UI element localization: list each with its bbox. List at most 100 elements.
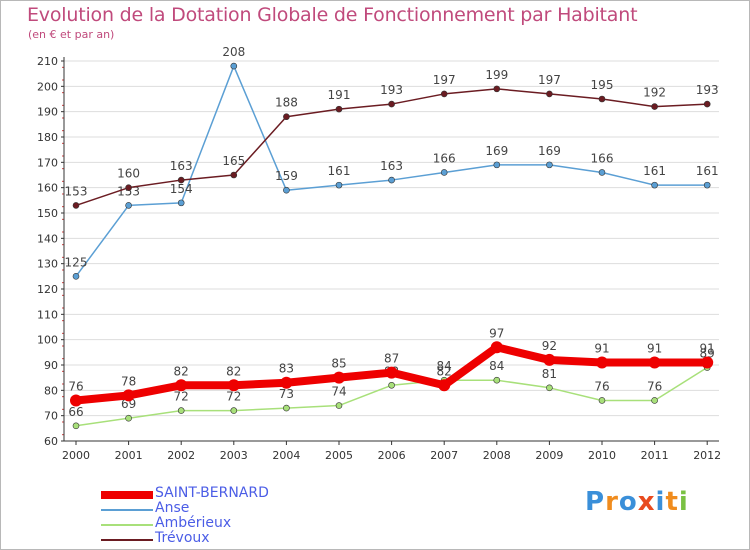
data-label: 160	[117, 167, 140, 181]
data-label: 97	[489, 326, 504, 340]
data-label: 82	[174, 364, 189, 378]
data-point	[651, 181, 658, 189]
data-label: 166	[591, 151, 614, 165]
data-label: 89	[700, 347, 715, 361]
data-label: 87	[384, 352, 399, 366]
data-point	[72, 273, 80, 280]
data-point	[335, 181, 343, 189]
data-point	[546, 90, 553, 98]
x-tick-label: 2009	[535, 449, 563, 462]
series-anse: 125 153 154 208 159 161 163 166 169 169 166 161 161	[65, 45, 719, 280]
x-tick-label: 2011	[641, 449, 669, 462]
data-point	[230, 407, 238, 414]
data-label: 169	[485, 144, 508, 158]
data-label: 161	[696, 164, 719, 178]
data-point	[493, 161, 501, 169]
x-tick-label: 2005	[325, 449, 353, 462]
data-point	[490, 341, 503, 354]
data-label: 191	[328, 88, 351, 102]
data-label: 74	[331, 385, 346, 399]
y-tick-label: 170	[37, 156, 58, 169]
x-tick-label: 2004	[272, 449, 300, 462]
logo-letter: P	[585, 487, 606, 517]
data-label: 92	[542, 339, 557, 353]
data-point	[440, 169, 448, 176]
x-tick-label: 2002	[167, 449, 195, 462]
data-label: 76	[594, 379, 609, 393]
y-tick-label: 190	[37, 106, 58, 119]
y-tick-label: 160	[37, 182, 58, 195]
data-point	[648, 356, 661, 369]
data-label: 91	[700, 341, 715, 355]
y-tick-label: 60	[44, 435, 58, 448]
data-point	[598, 397, 606, 404]
data-point	[122, 389, 135, 402]
data-point	[388, 176, 395, 184]
data-label: 85	[331, 357, 346, 371]
legend-label: Ambérieux	[155, 515, 232, 531]
data-label: 208	[222, 45, 245, 59]
legend-label: Anse	[155, 500, 190, 516]
data-point	[280, 376, 293, 389]
data-point	[335, 105, 343, 113]
data-point	[596, 356, 608, 369]
x-tick-label: 2012	[693, 449, 721, 462]
y-tick-label: 200	[37, 80, 58, 93]
data-point	[493, 376, 501, 384]
data-label: 78	[121, 374, 136, 388]
data-point	[385, 366, 398, 379]
data-point	[230, 62, 238, 70]
data-point	[598, 95, 606, 103]
data-point	[177, 199, 185, 207]
data-label: 197	[538, 73, 561, 87]
x-tick-label: 2001	[115, 449, 143, 462]
data-label: 81	[542, 367, 557, 381]
data-label: 197	[433, 73, 456, 87]
data-label: 193	[696, 83, 719, 97]
series-amb-rieux: 66697272737482848481767689	[68, 347, 715, 430]
data-point	[388, 100, 395, 108]
data-point	[543, 353, 556, 366]
y-tick-label: 100	[37, 334, 58, 347]
logo-letter: t	[665, 487, 679, 517]
data-label: 72	[174, 390, 189, 404]
logo-letter: o	[618, 487, 638, 517]
x-tick-label: 2010	[588, 449, 616, 462]
data-point	[175, 379, 188, 392]
data-label: 153	[65, 184, 88, 198]
x-tick-label: 2000	[62, 449, 90, 462]
series-saint-bernard: 76 78 82 82 83 85 87 82 97 92 91 91 91	[68, 326, 715, 407]
data-label: 73	[279, 387, 294, 401]
legend-swatch	[101, 524, 153, 526]
data-point	[335, 402, 343, 409]
data-point	[125, 184, 132, 191]
data-label: 193	[380, 83, 403, 97]
data-point	[438, 379, 451, 392]
data-point	[440, 90, 448, 98]
data-label: 163	[380, 159, 403, 173]
data-point	[125, 414, 132, 422]
gridlines	[64, 60, 719, 442]
data-label: 91	[647, 341, 662, 355]
data-point	[388, 381, 395, 389]
data-label: 76	[68, 379, 83, 393]
y-tick-label: 130	[37, 258, 58, 271]
data-label: 153	[117, 184, 140, 198]
data-label: 165	[222, 154, 245, 168]
data-point	[546, 161, 553, 169]
data-point	[598, 169, 606, 176]
data-label: 84	[489, 359, 504, 373]
data-label: 125	[65, 255, 88, 269]
y-tick-label: 110	[37, 308, 58, 321]
x-tick-label: 2008	[483, 449, 511, 462]
data-label: 195	[591, 78, 614, 92]
legend-swatch	[101, 509, 153, 511]
data-point	[546, 384, 553, 392]
legend-label: SAINT-BERNARD	[155, 485, 269, 501]
data-label: 192	[643, 86, 666, 100]
data-point	[703, 100, 711, 108]
data-point	[333, 371, 345, 384]
data-label: 76	[647, 379, 662, 393]
data-label: 166	[433, 151, 456, 165]
y-tick-label: 90	[44, 359, 58, 372]
